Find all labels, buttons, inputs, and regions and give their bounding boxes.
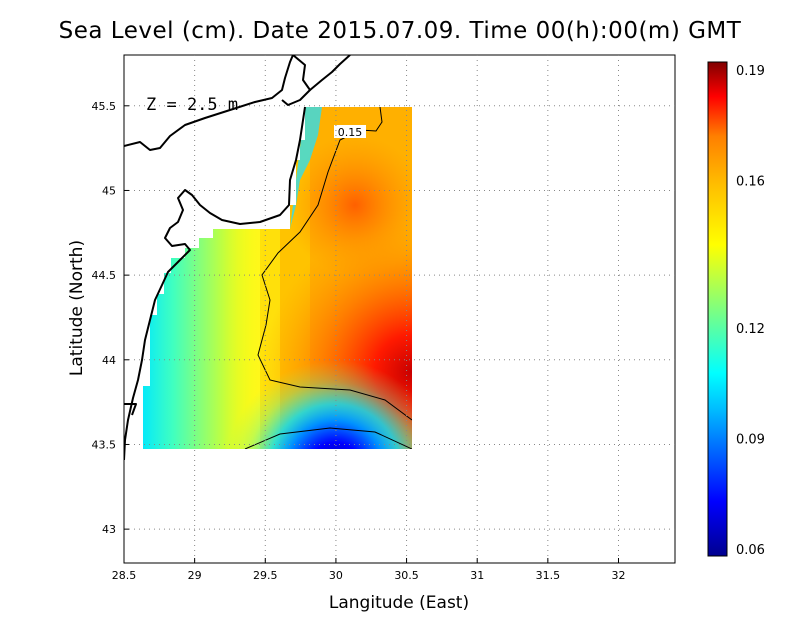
colorbar-tick-label: 0.19: [736, 64, 765, 79]
x-tick-label: 28.5: [112, 569, 137, 582]
x-tick-label: 30.5: [394, 569, 419, 582]
y-tick-label: 43.5: [92, 438, 117, 451]
x-tick-label: 29: [188, 569, 202, 582]
y-tick-label: 45: [102, 184, 116, 197]
grid: [124, 55, 675, 563]
colorbar: [707, 61, 728, 557]
coast-west: [124, 106, 306, 461]
coast-cape: [124, 403, 137, 416]
colorbar-tick-label: 0.16: [736, 175, 765, 190]
x-tick-label: 31: [470, 569, 484, 582]
y-tick-label: 44: [102, 354, 116, 367]
x-axis-ticks: 28.5 29 29.5 30 30.5 31 31.5 32: [112, 558, 625, 582]
colorbar-tick-label: 0.12: [736, 322, 765, 337]
y-axis-ticks: 43 43.5 44 44.5 45 45.5: [92, 100, 129, 536]
x-tick-label: 29.5: [253, 569, 278, 582]
coast-north: [124, 55, 294, 151]
coast-northeast: [309, 55, 351, 91]
colorbar-tick-label: 0.09: [736, 432, 765, 447]
y-axis-label: Latitude (North): [67, 240, 87, 376]
coastline: [124, 55, 351, 461]
colorbar-tick-label: 0.06: [736, 543, 765, 558]
y-tick-label: 43: [102, 523, 116, 536]
chart-title: Sea Level (cm). Date 2015.07.09. Time 00…: [58, 18, 742, 44]
y-tick-label: 45.5: [92, 100, 117, 113]
x-tick-label: 31.5: [536, 569, 561, 582]
x-axis-label: Langitude (East): [329, 593, 469, 613]
depth-annotation: Z = 2.5 m: [146, 95, 238, 115]
y-tick-label: 44.5: [92, 269, 117, 282]
contour-label: 0.15: [338, 126, 363, 139]
contour-009: [244, 427, 412, 449]
x-tick-label: 32: [611, 569, 625, 582]
x-tick-label: 30: [329, 569, 343, 582]
colorbar-ticks: 0.19 0.16 0.12 0.09 0.06: [736, 64, 765, 558]
